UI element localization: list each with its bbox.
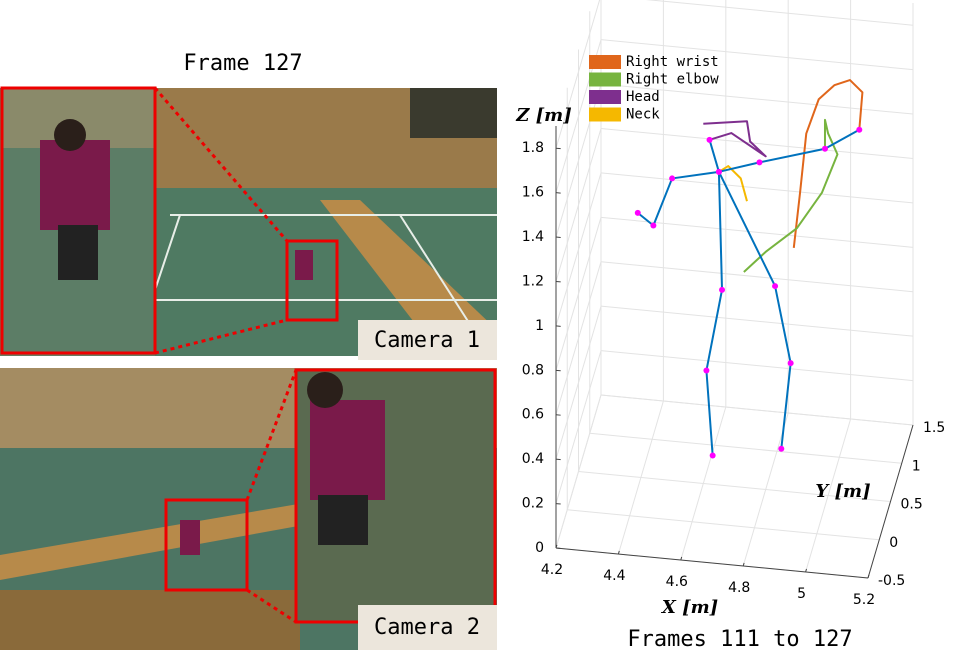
joint [669,175,676,182]
grid-line [600,394,914,426]
legend-swatch [589,90,621,104]
z-axis-label: Z [m] [515,105,572,126]
y-tick-label: -0.5 [878,573,905,589]
grid-line [567,509,880,541]
trajectory [792,79,864,248]
camera-1-photo [0,86,497,360]
grid-line [555,217,602,371]
skeleton-bone [708,139,720,173]
joint [709,452,716,459]
z-tick-label: 0 [535,540,544,556]
grid-line [555,0,601,149]
grid-line [600,216,914,248]
camera-label: Camera 2 [374,615,480,640]
z-tick-label: 1 [535,318,544,334]
tick-mark [617,550,620,555]
grid-line [600,172,914,204]
joint [715,168,722,175]
tick-mark [867,574,870,579]
x-tick-label: 4.4 [603,568,625,584]
legend-label: Right wrist [626,54,719,70]
tick-mark [742,562,745,567]
legend-label: Head [626,89,660,105]
camera-label: Camera 1 [374,328,480,353]
x-tick-label: 4.2 [541,562,563,578]
grid-line [555,350,602,504]
grid-line [555,306,602,460]
joint [778,445,785,452]
z-tick-label: 1.4 [522,229,544,245]
joint [756,159,763,166]
legend-swatch [589,107,621,122]
tick-mark [680,556,683,561]
trajectory [743,118,839,273]
joint [787,360,794,367]
grid-line [589,432,902,464]
x-axis-label: X [m] [661,597,718,618]
grid-line [555,394,602,549]
grid-line [600,305,914,337]
x-tick-label: 5.2 [853,592,875,608]
grid-line [555,172,602,327]
x-tick-label: 4.6 [666,574,688,590]
camera-2-photo [0,368,497,650]
joint [856,126,863,133]
z-tick-label: 0.8 [522,362,544,378]
y-tick-label: 0 [889,535,898,551]
grid-line [600,39,914,71]
grid-line [555,261,602,415]
z-tick-label: 0.4 [522,451,544,467]
joint [634,209,641,216]
z-tick-label: 1.2 [522,273,544,289]
trajectory [718,165,748,202]
axis-line [555,547,869,579]
axis-line [867,424,914,579]
frame-title: Frame 127 [183,51,302,76]
y-tick-label: 1 [912,458,921,474]
grid-line [645,0,914,26]
grid-line [600,350,914,382]
x-tick-label: 4.8 [728,580,750,596]
z-tick-label: 0.2 [522,496,544,512]
legend-swatch [589,55,621,69]
legend-label: Right elbow [626,72,719,88]
x-tick-label: 5 [797,586,806,602]
y-tick-label: 1.5 [923,420,945,436]
trajectory [703,120,767,158]
grid-line [555,128,602,282]
joint [772,283,779,290]
skeleton-bone [718,171,792,449]
tick-mark [555,544,558,549]
grid-line [600,261,914,293]
y-axis-label: Y [m] [815,481,870,502]
joint [821,145,828,152]
chart-title: Frames 111 to 127 [627,627,852,652]
joint [719,286,726,293]
tick-mark [805,568,807,573]
plot-3d: 4.2 4.4 4.6 4.8 5 5.2-0.5 0 0.5 1 1.5 0 0.2 0.4 0.6 0.… [515,0,945,618]
grid-line [578,471,891,502]
legend-label: Neck [626,107,660,123]
z-tick-label: 1.6 [522,185,544,201]
z-tick-label: 0.6 [522,407,544,423]
joint [650,222,657,229]
joint [706,136,713,143]
z-tick-label: 1.8 [522,140,544,156]
legend-swatch [589,72,621,87]
y-tick-label: 0.5 [901,497,923,513]
grid-line [600,127,914,159]
skeleton-bone [705,171,724,456]
joint [703,367,710,374]
